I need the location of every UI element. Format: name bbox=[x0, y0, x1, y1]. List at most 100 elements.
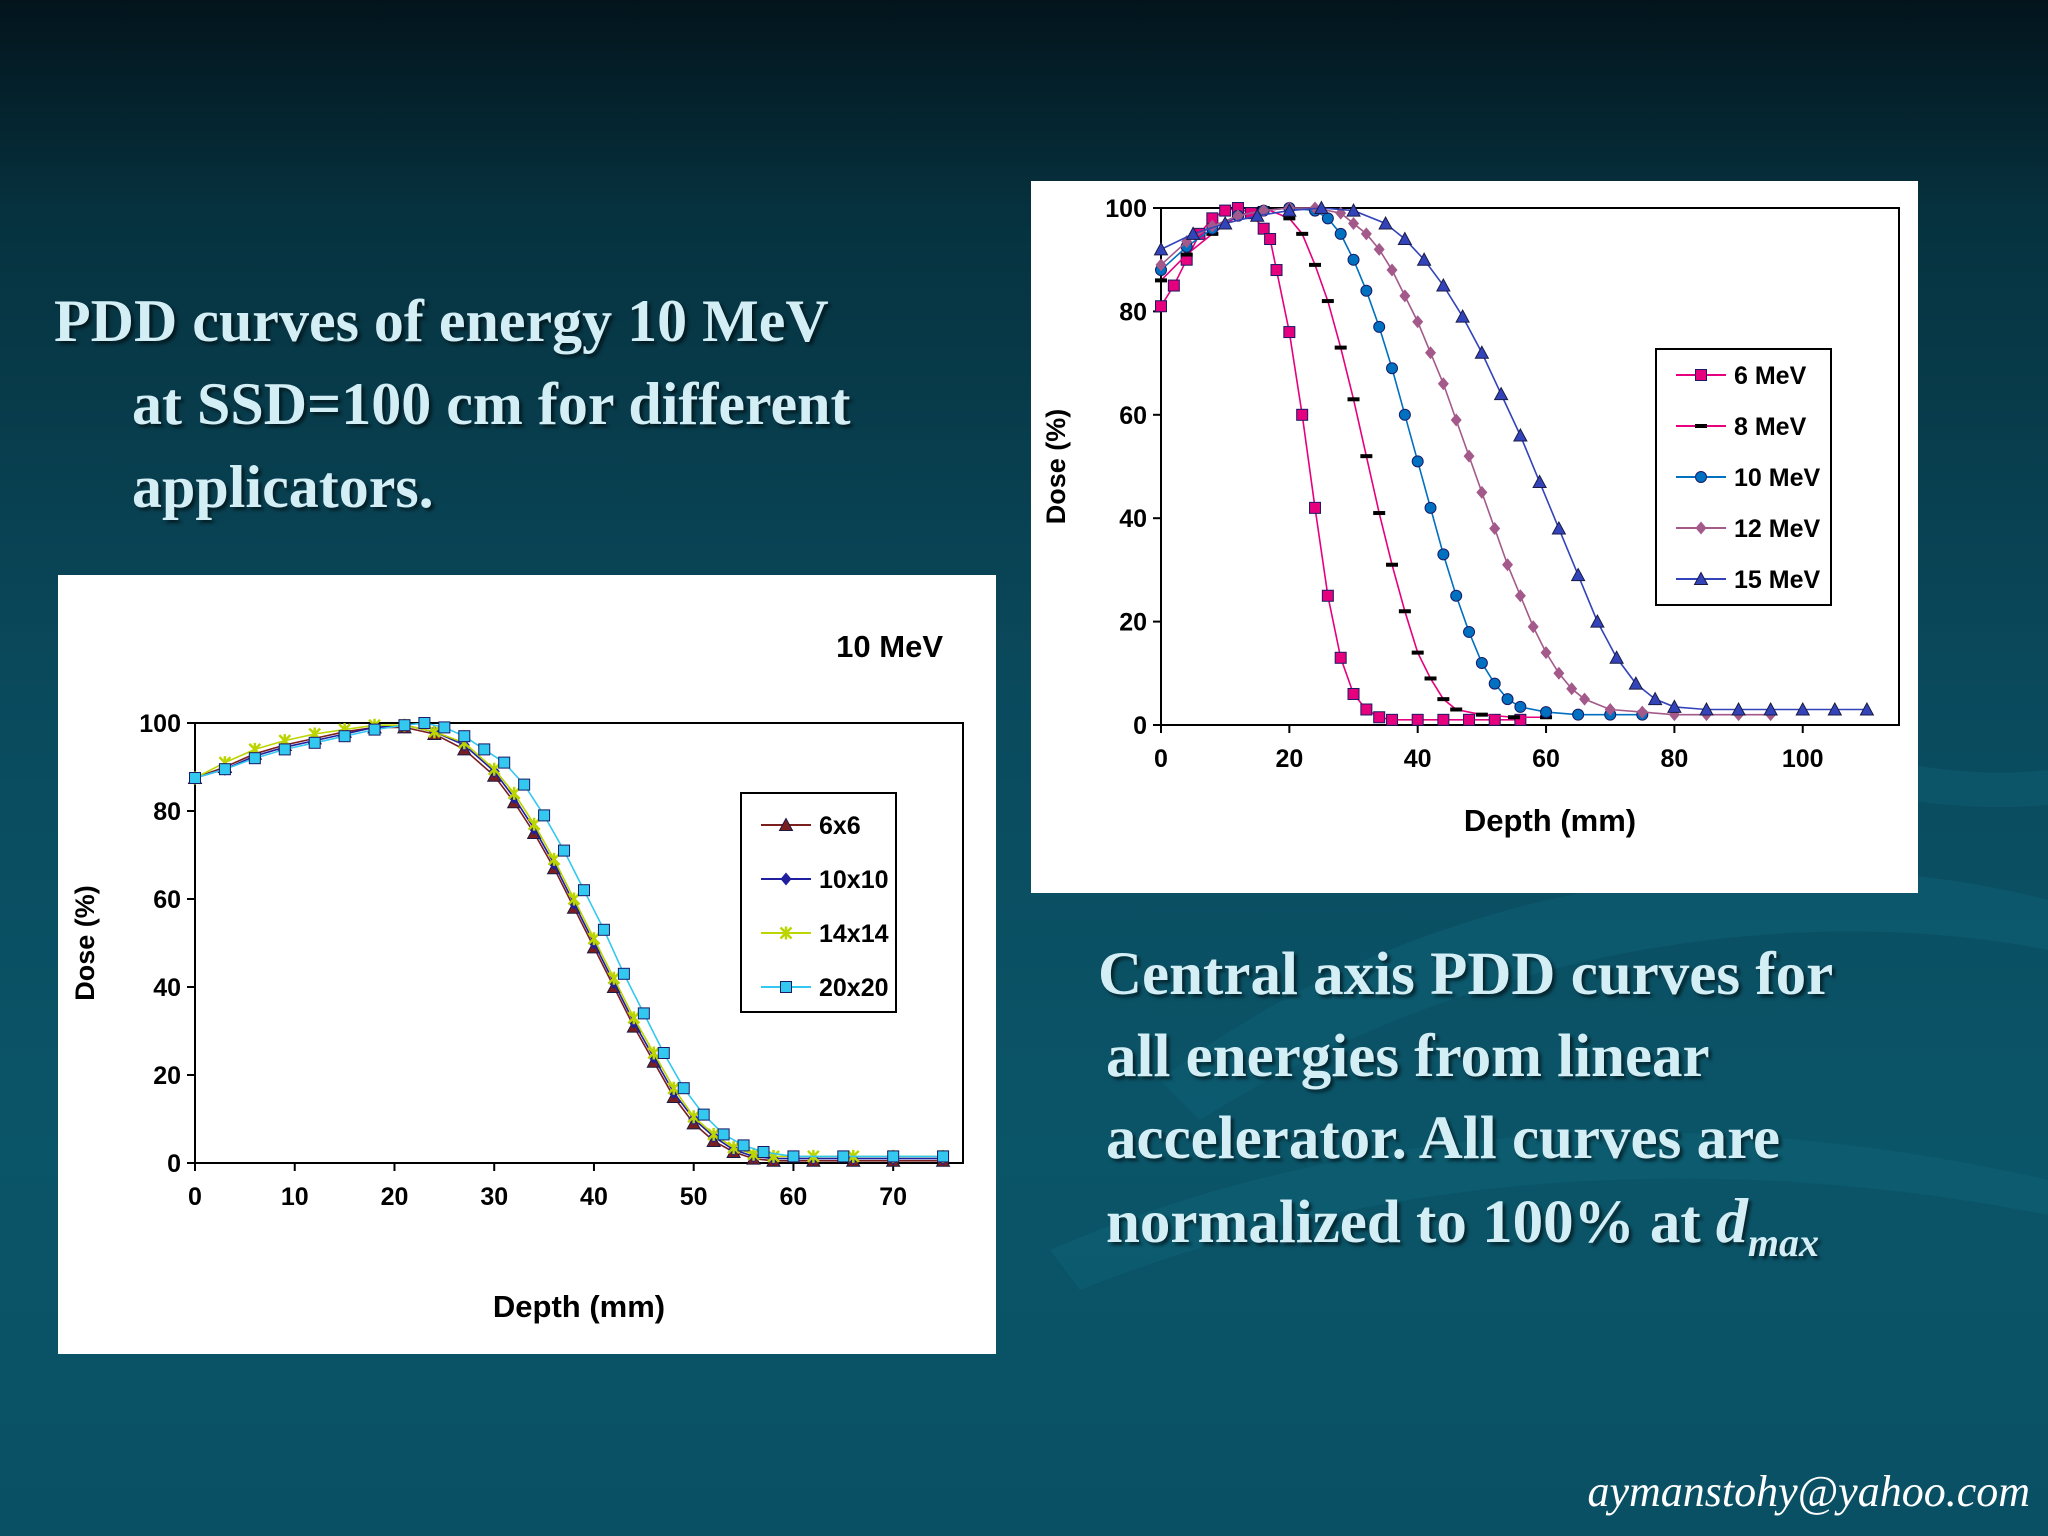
legend-label: 6x6 bbox=[819, 812, 861, 840]
legend-item: 10 MeV bbox=[1676, 464, 1820, 492]
data-point bbox=[717, 1128, 730, 1141]
data-point bbox=[1667, 699, 1682, 713]
x-tick-label: 10 bbox=[281, 1183, 309, 1211]
legend-item: 6 MeV bbox=[1676, 362, 1807, 390]
data-point bbox=[667, 1081, 681, 1095]
legend-swatch-marker bbox=[778, 817, 794, 831]
data-point bbox=[1334, 227, 1347, 240]
plot-area bbox=[194, 722, 964, 1164]
energy-pdd-chart: 0 20 40 60 80 100 0 20 40 60 80 100 Depth (mm) Dose (… bbox=[1041, 195, 1900, 838]
data-point bbox=[1360, 703, 1373, 716]
data-point bbox=[1373, 711, 1386, 724]
legend-swatch-marker bbox=[1695, 471, 1707, 483]
data-point bbox=[1416, 252, 1432, 266]
data-point bbox=[1346, 203, 1361, 217]
data-point bbox=[1282, 203, 1297, 217]
data-point bbox=[1450, 707, 1463, 712]
data-point bbox=[368, 723, 381, 736]
data-point bbox=[1628, 676, 1644, 690]
legend-item: 20x20 bbox=[761, 974, 889, 1002]
data-point bbox=[1532, 474, 1547, 489]
legend-box bbox=[740, 792, 897, 1013]
data-point bbox=[597, 923, 610, 936]
x-tick-label: 70 bbox=[879, 1183, 907, 1211]
data-point bbox=[1488, 713, 1501, 726]
data-point bbox=[1321, 212, 1334, 225]
data-point bbox=[1553, 666, 1565, 680]
data-point bbox=[1314, 200, 1329, 214]
legend-swatch-marker bbox=[1695, 369, 1707, 381]
data-point bbox=[1296, 408, 1309, 421]
legend-swatch-marker bbox=[779, 926, 793, 940]
data-point bbox=[587, 932, 601, 946]
data-point bbox=[1514, 700, 1527, 713]
data-point bbox=[1604, 702, 1616, 716]
data-point bbox=[558, 844, 571, 857]
left-caption: PDD curves of energy 10 MeV at SSD=100 c… bbox=[54, 280, 974, 529]
data-point bbox=[1411, 455, 1424, 468]
energy-pdd-chart-panel: 0 20 40 60 80 100 0 20 40 60 80 100 Depth (mm) Dose (… bbox=[1031, 181, 1918, 893]
data-point bbox=[1647, 691, 1663, 706]
data-point bbox=[1155, 278, 1167, 283]
data-point bbox=[1570, 567, 1586, 582]
data-point bbox=[1763, 701, 1778, 716]
right-caption-line-4-prefix: normalized to 100% at bbox=[1106, 1189, 1716, 1256]
data-point bbox=[1185, 226, 1201, 240]
data-point bbox=[697, 1108, 710, 1121]
left-caption-line-1: PDD curves of energy 10 MeV bbox=[54, 288, 829, 354]
data-point bbox=[637, 1007, 650, 1020]
data-point bbox=[1425, 346, 1437, 360]
data-point bbox=[1283, 326, 1296, 339]
left-caption-line-3: applicators. bbox=[132, 454, 434, 520]
data-point bbox=[1463, 449, 1475, 463]
data-point bbox=[1540, 706, 1553, 719]
right-caption: Central axis PDD curves for all energies… bbox=[1098, 934, 2038, 1270]
x-tick-label: 60 bbox=[780, 1183, 808, 1211]
legend-swatch-marker bbox=[1693, 571, 1709, 585]
y-tick-label: 40 bbox=[153, 974, 181, 1002]
data-point bbox=[1360, 227, 1372, 241]
data-point bbox=[1257, 222, 1270, 235]
data-point bbox=[657, 1047, 670, 1059]
x-tick-label: 60 bbox=[1532, 745, 1560, 773]
data-point bbox=[1398, 609, 1411, 614]
data-point bbox=[1609, 650, 1624, 664]
data-point bbox=[1795, 701, 1811, 716]
x-tick-label: 20 bbox=[381, 1183, 409, 1211]
applicator-pdd-chart-panel: 0 10 20 30 40 50 60 70 0 20 40 60 80 100 Depth (mm) Dos… bbox=[58, 575, 996, 1354]
y-tick-label: 60 bbox=[1119, 402, 1147, 430]
data-point bbox=[1309, 501, 1322, 514]
x-tick-label: 0 bbox=[188, 1183, 202, 1211]
legend-label: 20x20 bbox=[819, 974, 889, 1002]
data-point bbox=[398, 719, 411, 732]
x-axis-title: Depth (mm) bbox=[493, 1289, 665, 1324]
data-point bbox=[1566, 682, 1578, 696]
data-point bbox=[1475, 656, 1488, 669]
data-point bbox=[1321, 299, 1334, 304]
data-point bbox=[1373, 242, 1385, 256]
y-tick-label: 40 bbox=[1119, 505, 1147, 533]
legend-swatch-marker bbox=[780, 872, 792, 886]
data-point bbox=[567, 892, 581, 906]
right-caption-line-1: Central axis PDD curves for bbox=[1098, 941, 1834, 1008]
data-point bbox=[1488, 677, 1501, 690]
data-point bbox=[1155, 300, 1167, 313]
data-point bbox=[1501, 693, 1514, 706]
data-point bbox=[1386, 562, 1399, 567]
legend-item: 8 MeV bbox=[1676, 413, 1807, 441]
data-point bbox=[1283, 216, 1296, 221]
data-point bbox=[1827, 701, 1843, 716]
data-point bbox=[1474, 345, 1490, 359]
data-point bbox=[937, 1150, 950, 1163]
data-point bbox=[1437, 697, 1450, 702]
data-point bbox=[1348, 217, 1360, 231]
data-point bbox=[677, 1082, 690, 1095]
data-point bbox=[1424, 676, 1437, 681]
data-point bbox=[1476, 485, 1488, 499]
data-point bbox=[737, 1139, 750, 1152]
chart-title: 10 MeV bbox=[836, 629, 943, 664]
data-point bbox=[1527, 620, 1539, 634]
data-point bbox=[1507, 715, 1520, 720]
data-point bbox=[687, 1110, 701, 1124]
x-tick-label: 100 bbox=[1782, 745, 1824, 773]
